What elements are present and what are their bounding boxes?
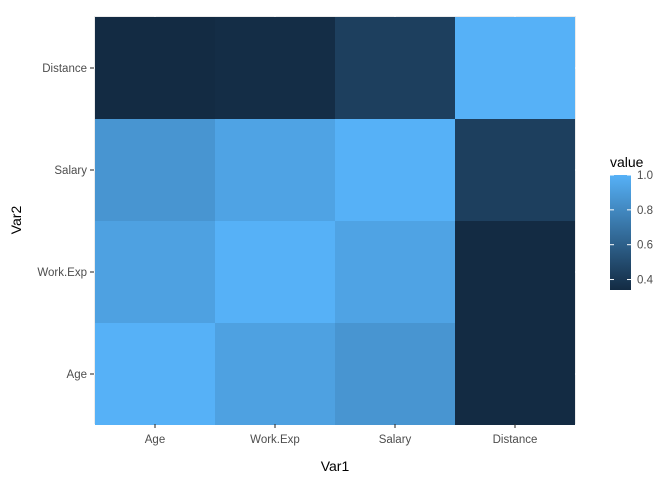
heatmap-cell [215,119,335,221]
legend-tick-label: 0.6 [637,240,653,252]
heatmap-cell [455,17,575,119]
x-axis: Age Work.Exp Salary Distance [145,424,538,446]
heatmap-cell [335,119,455,221]
y-axis-label: Var2 [8,206,24,235]
heatmap-cell [95,323,215,425]
heatmap-cell [335,221,455,323]
x-tick-label: Salary [379,434,412,446]
heatmap-cell [95,221,215,323]
heatmap-cell [455,119,575,221]
x-axis-label: Var1 [321,458,350,474]
heatmap-cell [215,17,335,119]
legend-colorbar [610,175,631,290]
legend: value 0.4 0.6 0.8 1.0 [610,154,654,290]
heatmap-cell [455,323,575,425]
heatmap-cell [455,221,575,323]
legend-ticks: 0.4 0.6 0.8 1.0 [610,170,654,287]
heatmap-cell [95,119,215,221]
x-tick-label: Distance [493,434,538,446]
y-tick-label: Distance [42,63,87,75]
heatmap-cell [95,17,215,119]
legend-tick-label: 1.0 [637,170,653,182]
x-tick-label: Work.Exp [250,434,300,446]
legend-tick-label: 0.4 [637,275,654,287]
heatmap-cell [215,323,335,425]
heatmap-cells [95,17,575,425]
y-tick-label: Salary [54,165,87,177]
x-tick-label: Age [145,434,165,446]
y-axis: Age Work.Exp Salary Distance [37,63,94,381]
y-tick-label: Work.Exp [37,267,87,279]
y-tick-label: Age [67,369,87,381]
heatmap-cell [335,323,455,425]
legend-title: value [610,154,644,170]
legend-tick-label: 0.8 [637,205,653,217]
heatmap-cell [335,17,455,119]
heatmap-cell [215,221,335,323]
